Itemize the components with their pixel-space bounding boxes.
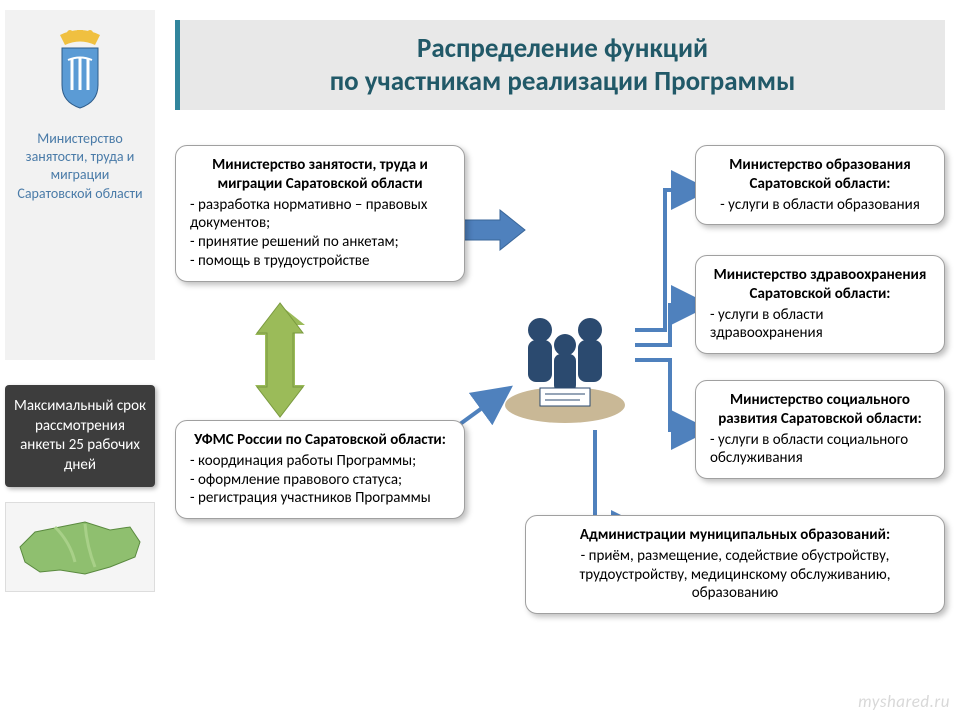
node-social-items: услуги в области социального обслуживани… [710,431,930,469]
list-item: принятие решений по анкетам; [190,233,450,252]
arrow-mzt-ufms [255,303,305,417]
coat-of-arms-icon [50,30,110,110]
ministry-label: Министерство занятости, труда и миграции… [5,130,155,203]
list-item: координация работы Программы; [190,452,450,471]
node-edu-header: Министерство образования Саратовской обл… [710,156,930,194]
flowchart: Министерство занятости, труда и миграции… [165,130,955,700]
node-admin-items: приём, размещение, содействие обустройст… [540,547,930,603]
people-meeting-icon [485,290,645,430]
node-social-header: Министерство социального развития Сарато… [710,391,930,429]
region-map-icon [5,502,155,592]
list-item: оформление правового статуса; [190,471,450,490]
list-item: услуги в области образования [710,196,930,215]
node-ufms-header: УФМС России по Саратовской области: [190,431,450,450]
title-line2: по участникам реализации Программы [330,65,796,98]
deadline-note: Максимальный срок рассмотрения анкеты 25… [5,385,155,487]
list-item: разработка нормативно – правовых докумен… [190,196,450,234]
node-admin-header: Администрации муниципальных образований: [540,526,930,545]
node-ufms-items: координация работы Программы; оформление… [190,452,450,508]
node-health-header: Министерство здравоохранения Саратовской… [710,266,930,304]
emblem-panel: Министерство занятости, труда и миграции… [5,10,155,360]
page-title: Распределение функций по участникам реал… [175,20,945,110]
node-health-items: услуги в области здравоохранения [710,306,930,344]
title-line1: Распределение функций [417,32,708,65]
watermark: myshared.ru [858,691,950,712]
node-ufms: УФМС России по Саратовской области: коор… [175,420,465,519]
node-edu: Министерство образования Саратовской обл… [695,145,945,225]
list-item: услуги в области здравоохранения [710,306,930,344]
list-item: приём, размещение, содействие обустройст… [540,547,930,603]
node-mzt-header: Министерство занятости, труда и миграции… [190,156,450,194]
list-item: регистрация участников Программы [190,489,450,508]
node-mzt-items: разработка нормативно – правовых докумен… [190,196,450,271]
node-edu-items: услуги в области образования [710,196,930,215]
sidebar: Министерство занятости, труда и миграции… [0,0,160,720]
list-item: услуги в области социального обслуживани… [710,431,930,469]
node-health: Министерство здравоохранения Саратовской… [695,255,945,354]
node-admin: Администрации муниципальных образований:… [525,515,945,614]
list-item: помощь в трудоустройстве [190,252,450,271]
node-mzt: Министерство занятости, труда и миграции… [175,145,465,282]
node-social: Министерство социального развития Сарато… [695,380,945,479]
